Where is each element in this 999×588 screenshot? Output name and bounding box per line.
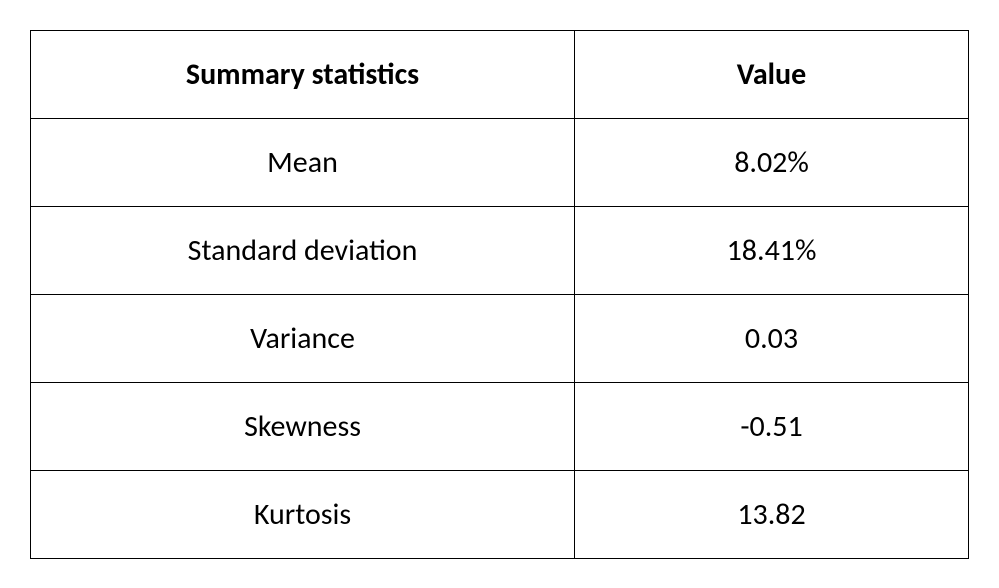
stat-label: Variance <box>31 294 575 382</box>
stat-value: 13.82 <box>575 470 969 558</box>
table-row: Variance 0.03 <box>31 294 969 382</box>
table-row: Kurtosis 13.82 <box>31 470 969 558</box>
table-row: Mean 8.02% <box>31 118 969 206</box>
stat-label: Standard deviation <box>31 206 575 294</box>
stat-value: 8.02% <box>575 118 969 206</box>
stat-value: 18.41% <box>575 206 969 294</box>
column-header-statistics: Summary statistics <box>31 30 575 118</box>
stat-value: 0.03 <box>575 294 969 382</box>
stat-value: -0.51 <box>575 382 969 470</box>
table-header-row: Summary statistics Value <box>31 30 969 118</box>
stat-label: Skewness <box>31 382 575 470</box>
table-row: Skewness -0.51 <box>31 382 969 470</box>
column-header-value: Value <box>575 30 969 118</box>
table-row: Standard deviation 18.41% <box>31 206 969 294</box>
summary-statistics-table: Summary statistics Value Mean 8.02% Stan… <box>30 30 969 559</box>
stat-label: Kurtosis <box>31 470 575 558</box>
stat-label: Mean <box>31 118 575 206</box>
